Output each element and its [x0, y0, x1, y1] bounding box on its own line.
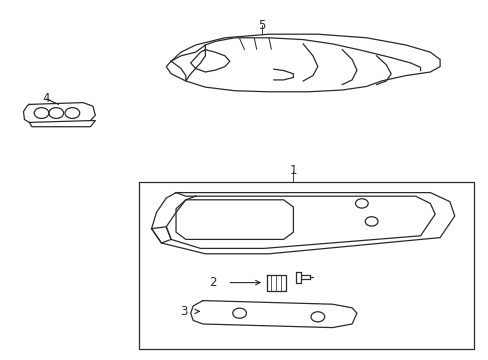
Text: 5: 5: [257, 19, 265, 32]
Text: 4: 4: [42, 93, 50, 105]
Text: 2: 2: [208, 276, 216, 289]
Bar: [139, 182, 473, 349]
Text: 3: 3: [179, 305, 187, 318]
Text: 1: 1: [289, 165, 297, 177]
